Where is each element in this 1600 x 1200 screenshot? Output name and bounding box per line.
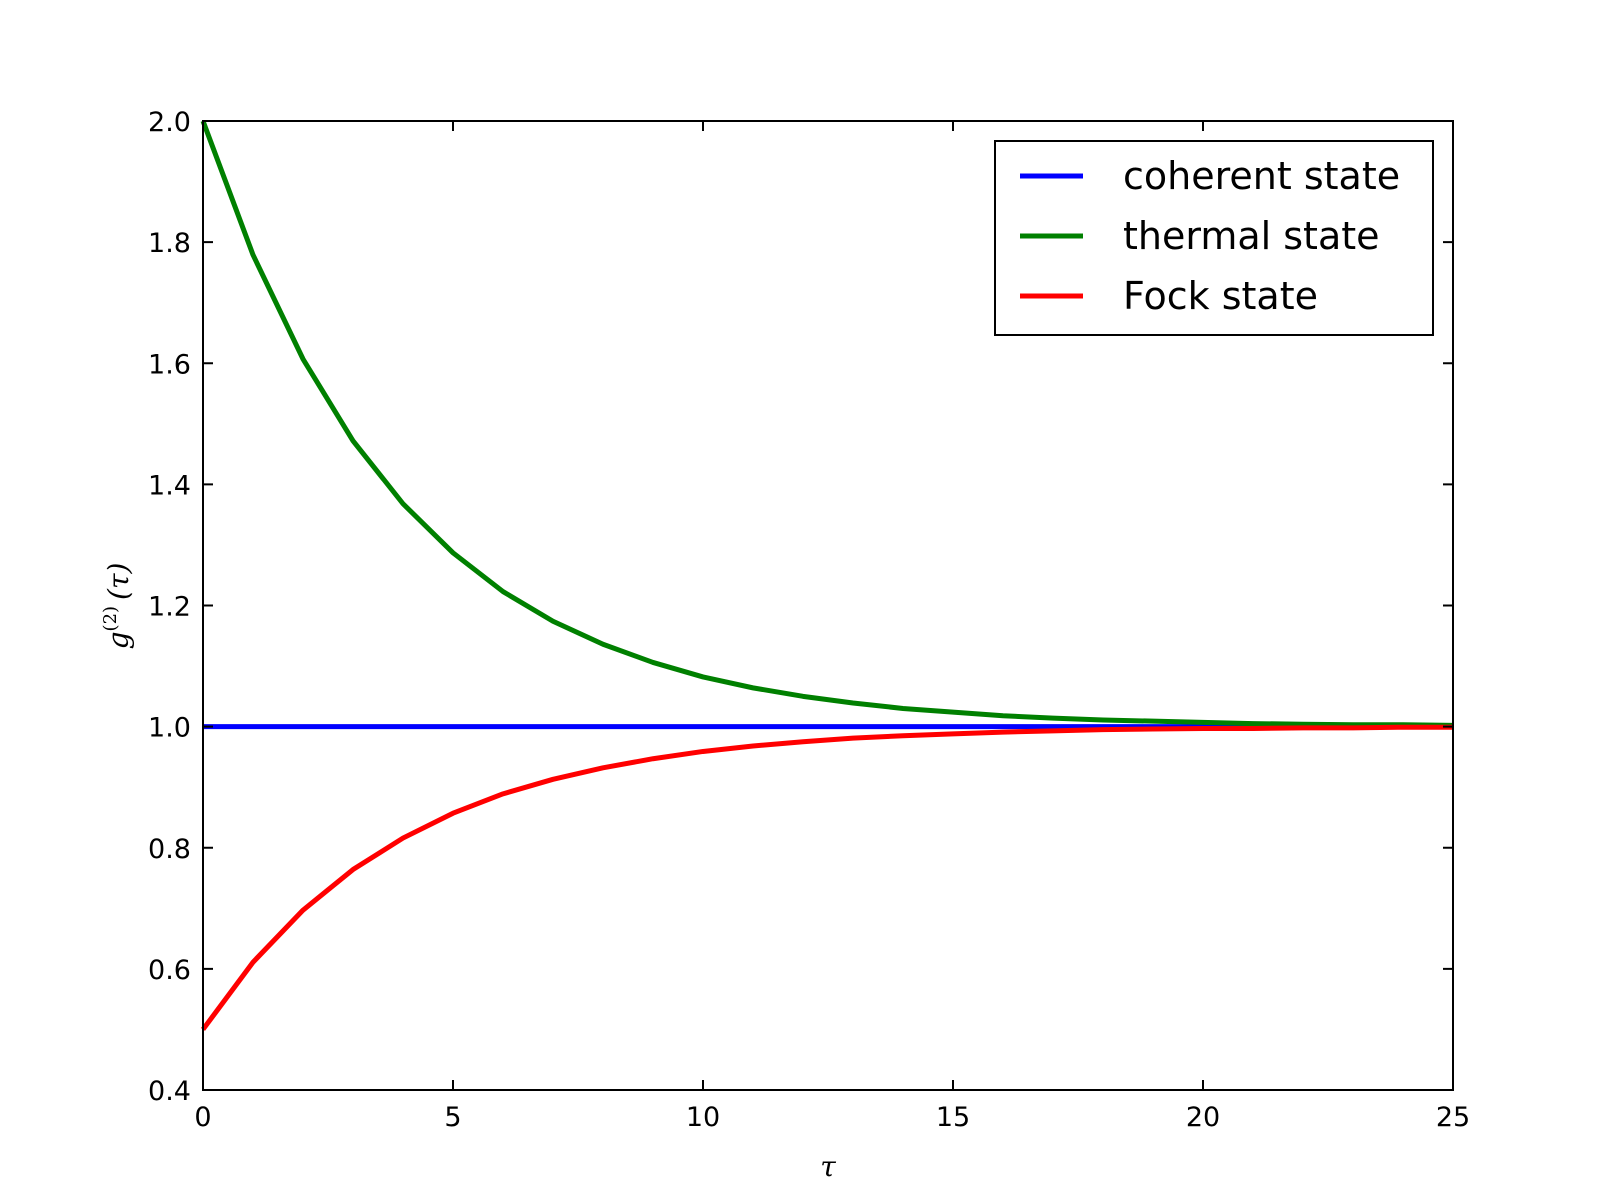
series-line-thermal-state — [200, 120, 1454, 728]
y-tick-label: 0.8 — [148, 834, 191, 865]
legend-label-fock-state: Fock state — [1123, 274, 1318, 318]
y-axis-title-argument: (τ) — [102, 563, 135, 600]
series-layer — [200, 120, 1454, 1031]
y-tick-label: 0.6 — [148, 955, 191, 986]
legend-label-coherent-state: coherent state — [1123, 154, 1400, 198]
y-axis-title: g(2) (τ) — [100, 563, 135, 650]
y-tick-label: 1.6 — [148, 349, 191, 380]
y-tick-label: 0.4 — [148, 1076, 191, 1107]
x-tick-label: 10 — [686, 1102, 720, 1133]
x-tick-label: 5 — [444, 1102, 461, 1133]
x-axis-title: τ — [820, 1150, 836, 1183]
y-tick-label: 1.2 — [148, 592, 191, 623]
x-tick-label: 25 — [1436, 1102, 1470, 1133]
legend-label-thermal-state: thermal state — [1123, 214, 1380, 258]
legend: coherent state thermal state Fock state — [994, 140, 1434, 336]
y-tick-label: 1.8 — [148, 228, 191, 259]
y-axis-title-base: g — [102, 631, 135, 649]
y-tick-label: 2.0 — [148, 107, 191, 138]
plot-frame — [202, 120, 1454, 1091]
x-tick-label: 20 — [1186, 1102, 1220, 1133]
y-axis-title-superscript: (2) — [100, 606, 121, 632]
y-tick-label: 1.0 — [148, 713, 191, 744]
tick-labels-layer: 0 5 10 15 20 25 0.4 0.6 0.8 1.0 1.2 1.4 1.6 1.8 2.0 — [148, 107, 1470, 1133]
x-tick-label: 0 — [194, 1102, 211, 1133]
series-line-fock-state — [200, 724, 1453, 1031]
x-tick-label: 15 — [936, 1102, 970, 1133]
y-tick-label: 1.4 — [148, 470, 191, 501]
svg-text:g(2)(τ): g(2) (τ) — [100, 563, 135, 650]
